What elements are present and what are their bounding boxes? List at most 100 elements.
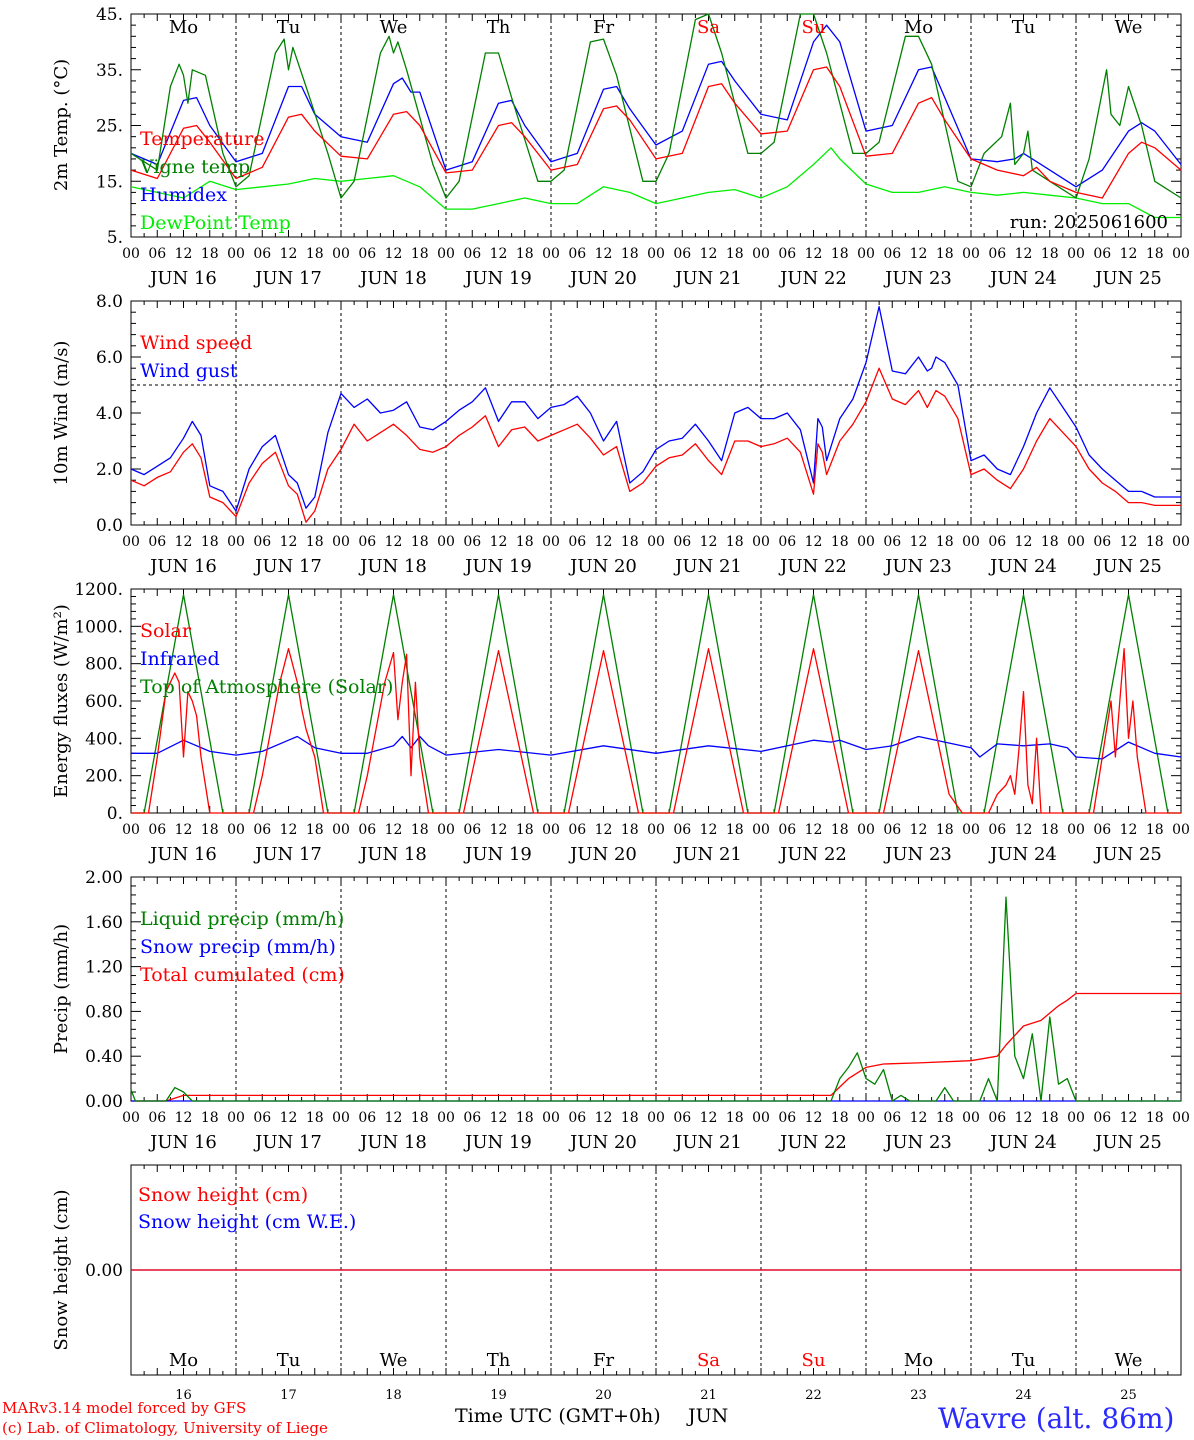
day-name-top: Mo: [169, 17, 198, 38]
hour-tick-label: 12: [1120, 246, 1138, 262]
date-tick-label: JUN 21: [673, 268, 742, 289]
series-line-liquid-precip-mm-h-: [130, 896, 1181, 1102]
hour-tick-label: 00: [962, 534, 980, 550]
hour-tick-label: 18: [516, 534, 534, 550]
hour-tick-label: 12: [805, 246, 823, 262]
hour-tick-label: 12: [1015, 534, 1033, 550]
legend-entry: Snow height (cm): [138, 1184, 308, 1206]
day-name-bottom: We: [1115, 1350, 1143, 1371]
hour-tick-label: 00: [542, 246, 560, 262]
date-tick-label: JUN 22: [778, 268, 847, 289]
hour-tick-label: 00: [1172, 246, 1190, 262]
hour-tick-label: 18: [831, 822, 849, 838]
date-tick-label: JUN 18: [358, 268, 427, 289]
hour-tick-label: 18: [411, 1110, 429, 1126]
hour-tick-label: 18: [411, 534, 429, 550]
hour-tick-label: 00: [437, 534, 455, 550]
hour-tick-label: 06: [253, 1110, 271, 1126]
date-tick-label: JUN 21: [673, 1132, 742, 1153]
hour-tick-label: 00: [1067, 1110, 1085, 1126]
hour-tick-label: 06: [253, 822, 271, 838]
date-tick-label: JUN 18: [358, 844, 427, 865]
hour-tick-label: 06: [463, 246, 481, 262]
y-tick-label: 0.80: [85, 1002, 123, 1022]
hour-tick-label: 00: [1172, 822, 1190, 838]
hour-tick-label: 00: [437, 246, 455, 262]
day-name-top: We: [1115, 17, 1143, 38]
hour-tick-label: 00: [857, 246, 875, 262]
legend-entry: Snow height (cm W.E.): [138, 1211, 356, 1233]
plot-frame-1: [130, 300, 1182, 526]
day-name-bottom: Tu: [1012, 1350, 1036, 1371]
series-line-wind-gust: [130, 305, 1181, 512]
hour-tick-label: 00: [1172, 534, 1190, 550]
date-tick-label: JUN 20: [568, 844, 637, 865]
hour-tick-label: 18: [1041, 246, 1059, 262]
hour-tick-label: 18: [516, 822, 534, 838]
y-tick-label: 2.0: [96, 460, 123, 480]
day-number-label: 18: [385, 1388, 402, 1403]
hour-tick-label: 06: [778, 534, 796, 550]
hour-tick-label: 06: [1093, 822, 1111, 838]
date-tick-label: JUN 20: [568, 268, 637, 289]
y-tick-label: 1200.: [74, 580, 123, 600]
date-tick-label: JUN 22: [778, 844, 847, 865]
y-tick-label: 4.0: [96, 404, 123, 424]
hour-tick-label: 12: [595, 1110, 613, 1126]
hour-tick-label: 12: [595, 534, 613, 550]
y-axis-label: Precip (mm/h): [51, 924, 72, 1054]
hour-tick-label: 00: [122, 822, 140, 838]
hour-tick-label: 00: [647, 1110, 665, 1126]
hour-tick-label: 06: [883, 822, 901, 838]
hour-tick-label: 18: [936, 246, 954, 262]
hour-tick-label: 12: [175, 822, 193, 838]
hour-tick-label: 06: [463, 822, 481, 838]
y-tick-label: 0.0: [96, 516, 123, 536]
y-tick-label: 1000.: [74, 617, 123, 637]
hour-tick-label: 06: [988, 1110, 1006, 1126]
date-tick-label: JUN 19: [463, 556, 532, 577]
hour-tick-label: 06: [568, 534, 586, 550]
date-tick-label: JUN 20: [568, 556, 637, 577]
y-tick-label: 6.0: [96, 348, 123, 368]
legend-entry: Top of Atmosphere (Solar): [140, 676, 393, 698]
date-tick-label: JUN 16: [148, 844, 217, 865]
hour-tick-label: 00: [962, 822, 980, 838]
hour-tick-label: 18: [1146, 1110, 1164, 1126]
hour-tick-label: 00: [332, 534, 350, 550]
hour-tick-label: 00: [332, 246, 350, 262]
hour-tick-label: 06: [988, 246, 1006, 262]
legend-entry: Snow precip (mm/h): [140, 936, 336, 958]
hour-tick-label: 12: [1120, 1110, 1138, 1126]
legend-entry: Temperature: [140, 128, 264, 150]
hour-tick-label: 12: [175, 1110, 193, 1126]
y-tick-label: 1.60: [85, 913, 123, 933]
hour-tick-label: 06: [358, 246, 376, 262]
date-tick-label: JUN 18: [358, 1132, 427, 1153]
hour-tick-label: 06: [778, 1110, 796, 1126]
y-tick-label: 35.: [96, 61, 123, 81]
y-tick-label: 2.00: [85, 868, 123, 888]
hour-tick-label: 18: [516, 246, 534, 262]
hour-tick-label: 18: [726, 822, 744, 838]
day-name-bottom: We: [380, 1350, 408, 1371]
hour-tick-label: 12: [490, 1110, 508, 1126]
hour-tick-label: 06: [463, 534, 481, 550]
day-name-bottom: Fr: [593, 1350, 614, 1371]
hour-tick-label: 12: [280, 534, 298, 550]
series-line-total-cumulated-cm-: [131, 992, 1181, 1102]
hour-tick-label: 00: [227, 1110, 245, 1126]
date-tick-label: JUN 18: [358, 556, 427, 577]
hour-tick-label: 12: [175, 246, 193, 262]
hour-tick-label: 18: [201, 246, 219, 262]
hour-tick-label: 18: [726, 246, 744, 262]
day-name-bottom: Mo: [169, 1350, 198, 1371]
hour-tick-label: 06: [358, 534, 376, 550]
hour-tick-label: 18: [621, 1110, 639, 1126]
hour-tick-label: 18: [726, 1110, 744, 1126]
hour-tick-label: 06: [673, 822, 691, 838]
hour-tick-label: 00: [1067, 822, 1085, 838]
hour-tick-label: 06: [568, 1110, 586, 1126]
hour-tick-label: 06: [778, 822, 796, 838]
hour-tick-label: 18: [306, 534, 324, 550]
